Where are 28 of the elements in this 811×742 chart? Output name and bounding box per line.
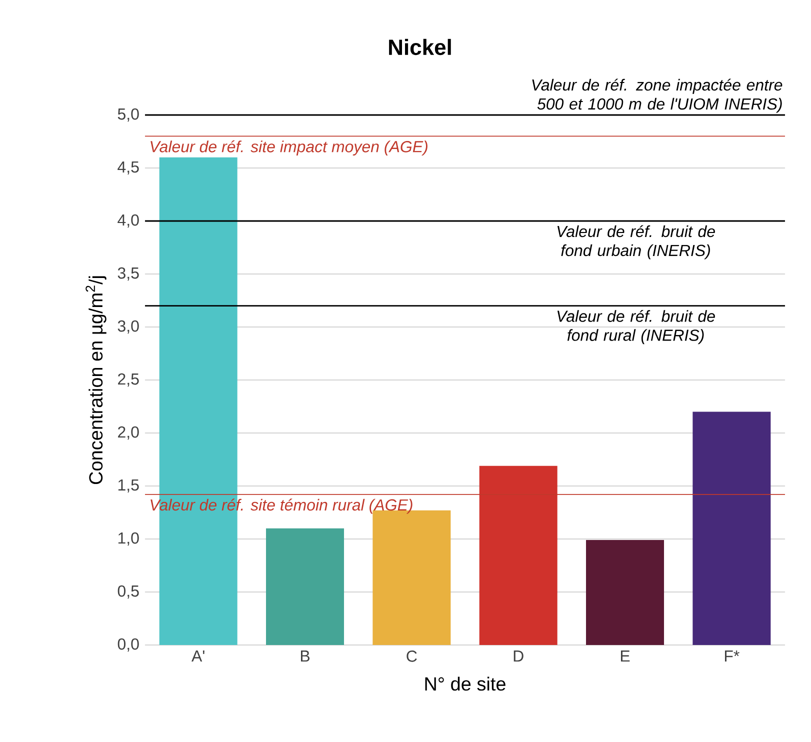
x-tick-label: D (514, 650, 524, 662)
bar (692, 412, 771, 645)
ref-line-label: Valeur de réf. bruit de fond rural (INERIS) (557, 310, 715, 344)
ref-line-label: Valeur de réf. site impact moyen (AGE) (150, 140, 428, 156)
y-tick-label: 3,5 (118, 267, 139, 281)
bar (266, 528, 344, 645)
y-tick-label: 2,5 (118, 373, 139, 387)
x-tick-label: B (300, 650, 310, 662)
y-tick-label: 0,0 (118, 638, 139, 652)
x-tick-label: A' (192, 650, 204, 662)
y-axis-title: Concentration en µg/m$^{2}$/j (86, 276, 106, 484)
y-tick-label: 1,0 (118, 532, 139, 546)
x-tick-label: E (620, 650, 630, 662)
x-tick-label: C (406, 650, 417, 662)
bar (586, 540, 664, 645)
y-tick-label: 1,5 (118, 479, 139, 493)
x-axis-title: N° de site (425, 676, 506, 691)
y-tick-label: 3,0 (118, 320, 139, 334)
y-tick-label: 5,0 (118, 108, 139, 122)
bar (479, 466, 558, 645)
y-tick-label: 2,0 (118, 426, 139, 440)
y-tick-label: 4,5 (118, 161, 139, 175)
y-tick-label: 0,5 (118, 585, 139, 599)
y-tick-label: 4,0 (118, 214, 139, 228)
ref-line-label: Valeur de réf. bruit de fond urbain (INERIS) (557, 225, 715, 260)
ref-line-label: Valeur de réf. zone impactée entre 500 et 1000 m de l'UIOM INERIS) (532, 78, 782, 113)
x-tick-label: F* (724, 650, 740, 662)
chart-title: Nickel (389, 38, 451, 56)
